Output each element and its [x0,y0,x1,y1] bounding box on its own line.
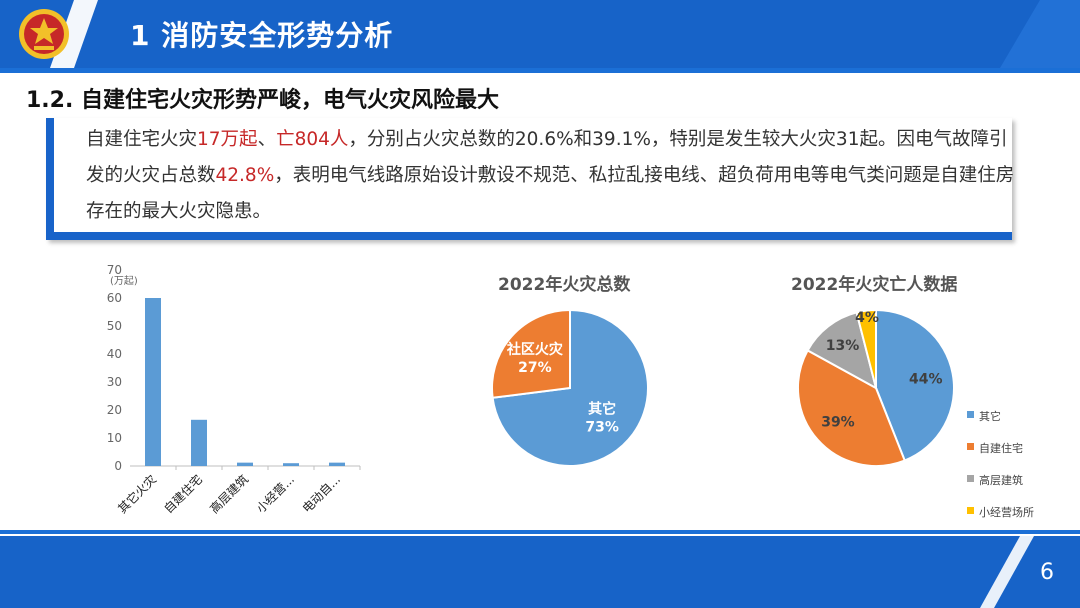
summary-highlight-fires: 17万起 [197,129,258,150]
legend-item: 小经营场所 [965,504,1075,536]
deaths-pie-legend: 其它自建住宅高层建筑小经营场所 [965,408,1075,536]
x-tick-label: 高层建筑 [207,472,252,517]
pie-slice [491,308,571,399]
summary-text-3: ，分别占火灾总数的20.6%和39.1%，特别是发生较大火灾31起。因电气故障引… [86,129,1008,186]
legend-swatch [967,507,974,514]
fire-count-bar-chart: 0 10 20 30 40 50 60 70(万起) 其它火灾 自建住宅 高层建筑 小经营... 电动自… [107,263,361,517]
slice-name-label: 社区火灾 [506,341,564,358]
legend-swatch [967,443,974,450]
slice-value-label: 44% [909,371,943,387]
bar [329,462,345,466]
summary-highlight-deaths: 亡804人 [276,129,349,150]
legend-swatch [967,475,974,482]
header-bar [0,0,1080,68]
slice-value-label: 27% [518,360,552,376]
fire-deaths-pie-chart: 44% 39% 13% 4% [797,308,955,467]
summary-text-4: ，表明电气线路原始设计敷设不规范、私拉乱接电线、超负荷用电等电气类问题是自建住房… [86,165,1015,222]
legend-label: 高层建筑 [979,474,1023,487]
footer-line [0,530,1080,534]
pie-total-title: 2022年火灾总数 [498,275,631,295]
y-tick-label: 0 [114,459,122,473]
summary-highlight-electrical: 42.8% [215,165,275,186]
total-fires-pie-chart: 其它 73% 社区火灾 27% [491,308,649,467]
x-tick-label: 其它火灾 [115,472,160,517]
header-underline [0,68,1080,73]
x-tick-label: 电动自... [300,472,343,515]
y-tick-label: 30 [107,375,122,389]
summary-text-1: 自建住宅火灾 [86,129,198,150]
slice-value-label: 39% [821,415,855,431]
footer-bar [0,536,1080,608]
page-title: 1 消防安全形势分析 [130,19,394,52]
pie-slice [806,311,878,390]
bar [145,298,161,466]
legend-item: 自建住宅 [965,440,1075,472]
legend-label: 其它 [979,410,1001,423]
bar [191,419,207,466]
y-tick-label: 40 [107,347,122,361]
summary-paragraph: 自建住宅火灾17万起、亡804人，分别占火灾总数的20.6%和39.1%，特别是… [86,122,1016,230]
y-tick-label: 70 [107,263,122,277]
summary-text-2: 、 [257,129,277,150]
legend-label: 自建住宅 [979,442,1023,455]
slice-value-label: 13% [826,338,860,354]
bar [237,462,253,466]
x-tick-label: 自建住宅 [161,472,206,517]
page-number: 6 [1040,560,1054,585]
slice-value-label: 4% [855,310,879,326]
bar [283,463,299,466]
legend-swatch [967,411,974,418]
y-tick-label: 50 [107,319,122,333]
y-tick-label: 20 [107,403,122,417]
slice-value-label: 73% [585,419,619,435]
pie-slice [875,308,955,462]
summary-box-inner: 自建住宅火灾17万起、亡804人，分别占火灾总数的20.6%和39.1%，特别是… [54,118,1014,232]
legend-label: 小经营场所 [979,506,1034,519]
y-tick-label: 10 [107,431,122,445]
section-subtitle: 1.2. 自建住宅火灾形势严峻，电气火灾风险最大 [26,88,499,113]
x-tick-label: 小经营... [254,472,297,515]
pie-deaths-title: 2022年火灾亡人数据 [791,275,958,295]
footer-decoration [980,536,1034,608]
fire-rescue-emblem-icon [19,9,69,59]
pie-slice [855,308,877,389]
legend-item: 其它 [965,408,1075,440]
legend-item: 高层建筑 [965,472,1075,504]
summary-box: 自建住宅火灾17万起、亡804人，分别占火灾总数的20.6%和39.1%，特别是… [46,118,1014,240]
y-tick-label: 60 [107,291,122,305]
y-axis-unit: (万起) [110,275,138,287]
pie-slice [797,349,907,467]
slice-name-label: 其它 [588,400,616,417]
